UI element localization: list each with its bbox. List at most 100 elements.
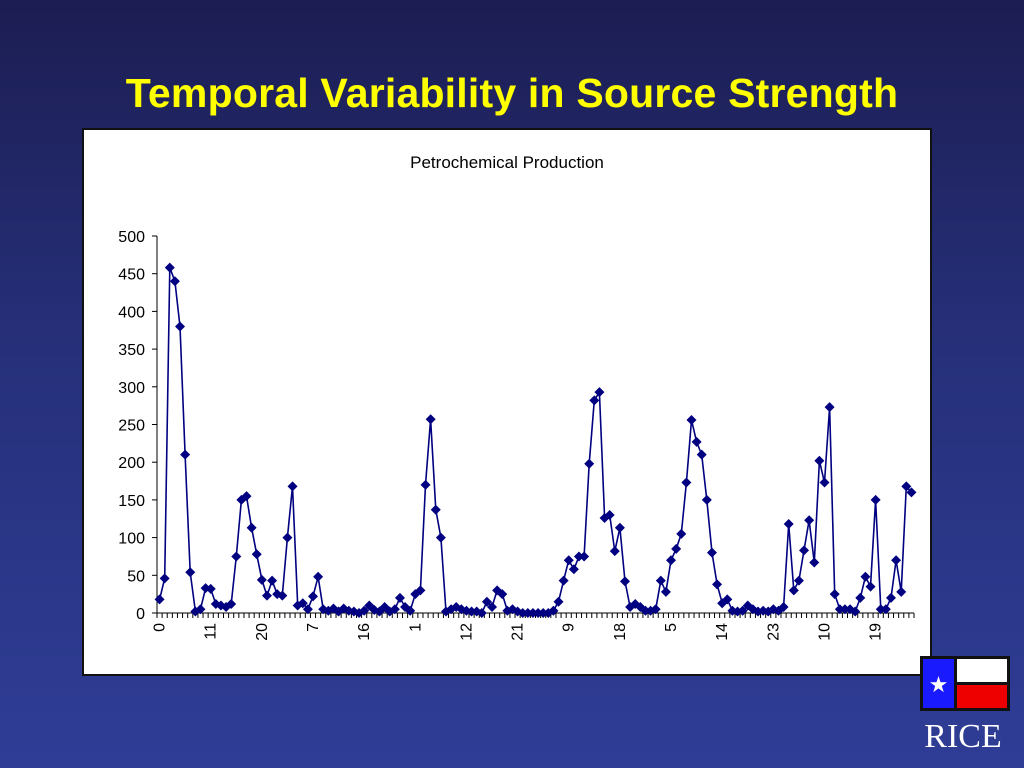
- data-point: [870, 494, 881, 505]
- data-point: [517, 608, 528, 618]
- data-point: [231, 551, 242, 562]
- data-point: [599, 512, 610, 523]
- x-tick-label: 21: [510, 623, 527, 641]
- x-tick-label: 0: [152, 623, 169, 632]
- chart-title: Petrochemical Production: [410, 153, 604, 172]
- y-tick-label: 250: [118, 418, 145, 435]
- data-point: [579, 551, 590, 562]
- data-point: [737, 605, 748, 616]
- data-point: [850, 606, 861, 617]
- x-tick-label: 5: [663, 623, 680, 632]
- y-tick-label: 50: [127, 568, 145, 585]
- y-tick-label: 150: [118, 493, 145, 510]
- data-point: [630, 598, 641, 609]
- data-point: [394, 592, 405, 603]
- data-point: [671, 543, 682, 554]
- data-point: [302, 604, 313, 615]
- data-point: [788, 585, 799, 596]
- data-point: [446, 604, 457, 615]
- data-point: [287, 481, 298, 492]
- data-point: [175, 321, 186, 332]
- y-tick-label: 350: [118, 342, 145, 359]
- data-point: [620, 576, 631, 587]
- data-point: [533, 608, 544, 618]
- data-point: [568, 564, 579, 575]
- data-point: [819, 477, 830, 488]
- data-point: [829, 589, 840, 600]
- data-point: [696, 449, 707, 460]
- x-tick-label: 19: [868, 623, 885, 641]
- data-point: [573, 551, 584, 562]
- data-point: [451, 601, 462, 612]
- data-point: [793, 575, 804, 586]
- data-point: [666, 555, 677, 566]
- data-point: [814, 455, 825, 466]
- data-point: [466, 606, 477, 617]
- logo-text: RICE: [924, 718, 1002, 755]
- data-point: [783, 519, 794, 530]
- data-point: [553, 596, 564, 607]
- data-point: [487, 601, 498, 612]
- data-point: [589, 395, 600, 406]
- x-tick-label: 7: [305, 623, 322, 632]
- chart-container: Petrochemical Production 0 50 100 150 200 250 3…: [82, 128, 932, 676]
- x-tick-label: 9: [561, 623, 578, 632]
- data-point: [778, 601, 789, 612]
- data-point: [476, 608, 487, 618]
- data-point: [267, 575, 278, 586]
- data-point: [727, 605, 738, 616]
- data-point: [461, 605, 472, 616]
- data-point: [246, 522, 257, 533]
- data-point: [241, 491, 252, 502]
- data-point: [855, 592, 866, 603]
- data-point: [640, 605, 651, 616]
- x-tick-label: 18: [612, 623, 629, 641]
- y-tick-label: 500: [118, 229, 145, 246]
- slide-title: Temporal Variability in Source Strength: [125, 70, 899, 116]
- data-point: [635, 601, 646, 612]
- data-point: [292, 600, 303, 611]
- data-point: [722, 594, 733, 605]
- y-tick-label: 100: [118, 531, 145, 548]
- data-point: [758, 605, 769, 616]
- data-point: [200, 583, 211, 594]
- data-point: [180, 449, 191, 460]
- data-point: [154, 594, 165, 605]
- star-icon: ★: [929, 673, 949, 698]
- data-point: [343, 605, 354, 616]
- data-point: [676, 528, 687, 539]
- data-point: [195, 604, 206, 615]
- data-point: [205, 583, 216, 594]
- data-point: [614, 522, 625, 533]
- data-point: [584, 458, 595, 469]
- data-point: [210, 598, 221, 609]
- data-point: [896, 586, 907, 597]
- data-point: [809, 557, 820, 568]
- x-tick-label: 1: [407, 623, 424, 632]
- y-tick-label: 200: [118, 455, 145, 472]
- x-tick-label: 20: [254, 623, 271, 641]
- data-point: [522, 608, 533, 618]
- data-point: [415, 585, 426, 596]
- y-tick-label: 450: [118, 267, 145, 284]
- data-point: [425, 414, 436, 425]
- data-point: [860, 571, 871, 582]
- data-point: [799, 545, 810, 556]
- line-chart: Petrochemical Production 0 50 100 150 200 250 3…: [118, 153, 917, 641]
- data-point: [251, 549, 262, 560]
- data-point: [256, 574, 267, 585]
- data-point: [497, 589, 508, 600]
- data-point: [875, 604, 886, 615]
- data-point: [389, 604, 400, 615]
- data-point: [686, 414, 697, 425]
- data-point: [563, 555, 574, 566]
- y-tick-label: 300: [118, 380, 145, 397]
- data-point: [261, 590, 272, 601]
- data-point: [277, 590, 288, 601]
- x-tick-label: 12: [458, 623, 475, 641]
- data-point: [650, 604, 661, 615]
- data-point: [405, 605, 416, 616]
- flag-red-stripe: [957, 685, 1007, 708]
- series-line: [158, 267, 913, 614]
- data-point: [159, 573, 170, 584]
